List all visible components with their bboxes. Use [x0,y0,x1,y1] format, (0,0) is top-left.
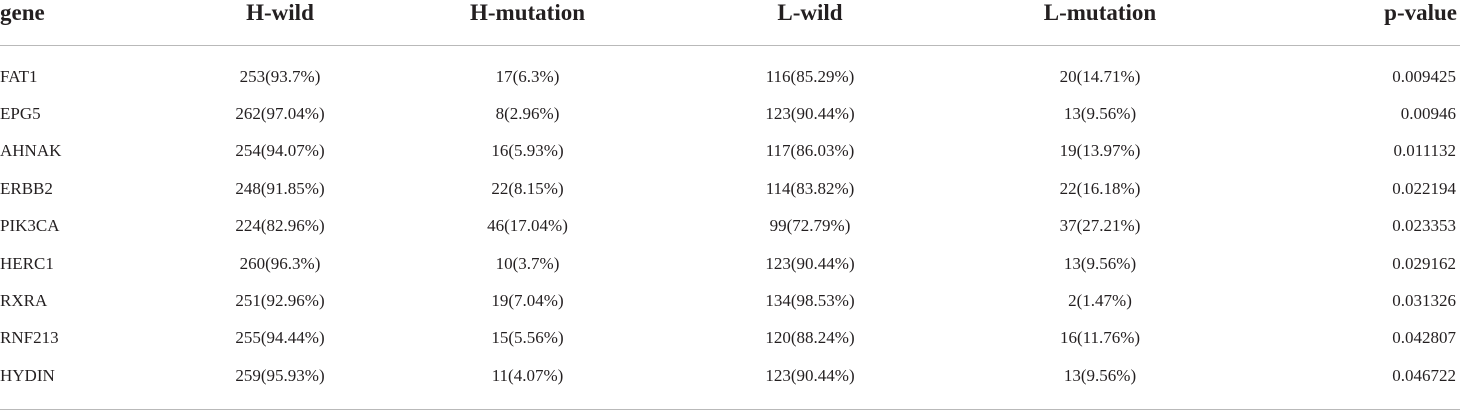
table-row: ERBB2 248(91.85%) 22(8.15%) 114(83.82%) … [0,170,1460,207]
cell-l-wild: 99(72.79%) [769,216,851,236]
cell-h-mutation: 22(8.15%) [491,178,564,198]
cell-gene: HYDIN [0,365,55,385]
table-row: HYDIN 259(95.93%) 11(4.07%) 123(90.44%) … [0,357,1460,394]
cell-l-wild: 134(98.53%) [765,291,855,311]
table-row: PIK3CA 224(82.96%) 46(17.04%) 99(72.79%)… [0,208,1460,245]
cell-gene: RNF213 [0,328,59,348]
cell-l-wild: 114(83.82%) [765,178,855,198]
cell-p-value: 0.029162 [1392,253,1456,273]
table-body: FAT1 253(93.7%) 17(6.3%) 116(85.29%) 20(… [0,46,1460,395]
cell-h-wild: 248(91.85%) [235,178,325,198]
cell-h-mutation: 8(2.96%) [495,104,560,124]
cell-l-mutation: 13(9.56%) [1063,253,1137,273]
cell-h-mutation: 16(5.93%) [491,141,564,161]
cell-h-wild: 251(92.96%) [235,291,325,311]
column-header-h-wild: H-wild [175,0,385,46]
cell-gene: EPG5 [0,104,41,124]
header-row: gene H-wild H-mutation L-wild L-mutation… [0,0,1460,46]
table-row: RNF213 255(94.44%) 15(5.56%) 120(88.24%)… [0,320,1460,357]
cell-p-value: 0.00946 [1400,104,1456,124]
cell-h-wild: 253(93.7%) [239,66,321,86]
cell-l-mutation: 2(1.47%) [1068,291,1132,311]
cell-h-mutation: 10(3.7%) [495,253,560,273]
column-header-p-value: p-value [1250,0,1460,46]
table-row: AHNAK 254(94.07%) 16(5.93%) 117(86.03%) … [0,133,1460,170]
table-bottom-rule [0,409,1460,410]
cell-h-mutation: 17(6.3%) [495,66,560,86]
cell-gene: ERBB2 [0,178,53,198]
cell-p-value: 0.009425 [1392,66,1456,86]
cell-h-mutation: 11(4.07%) [491,365,564,385]
cell-l-mutation: 20(14.71%) [1059,66,1141,86]
table-header: gene H-wild H-mutation L-wild L-mutation… [0,0,1460,46]
cell-gene: RXRA [0,291,48,311]
cell-l-mutation: 16(11.76%) [1059,328,1141,348]
table-row: RXRA 251(92.96%) 19(7.04%) 134(98.53%) 2… [0,282,1460,319]
cell-h-mutation: 19(7.04%) [491,291,564,311]
column-header-l-mutation: L-mutation [950,0,1250,46]
cell-l-mutation: 13(9.56%) [1063,365,1137,385]
cell-l-wild: 116(85.29%) [765,66,855,86]
table-row: HERC1 260(96.3%) 10(3.7%) 123(90.44%) 13… [0,245,1460,282]
cell-p-value: 0.023353 [1392,216,1456,236]
cell-gene: AHNAK [0,141,62,161]
cell-h-mutation: 15(5.56%) [491,328,564,348]
cell-l-mutation: 13(9.56%) [1063,104,1137,124]
cell-l-wild: 123(90.44%) [765,253,855,273]
column-header-l-wild: L-wild [670,0,950,46]
cell-h-wild: 262(97.04%) [235,104,325,124]
cell-h-wild: 260(96.3%) [239,253,321,273]
cell-gene: HERC1 [0,253,54,273]
cell-h-wild: 254(94.07%) [235,141,325,161]
cell-l-wild: 123(90.44%) [765,104,855,124]
cell-p-value: 0.031326 [1392,291,1456,311]
cell-p-value: 0.022194 [1392,178,1456,198]
cell-h-wild: 224(82.96%) [235,216,325,236]
cell-h-wild: 259(95.93%) [235,365,325,385]
mutation-table: gene H-wild H-mutation L-wild L-mutation… [0,0,1460,395]
table-row: FAT1 253(93.7%) 17(6.3%) 116(85.29%) 20(… [0,46,1460,96]
cell-l-mutation: 19(13.97%) [1059,141,1141,161]
table-row: EPG5 262(97.04%) 8(2.96%) 123(90.44%) 13… [0,95,1460,132]
cell-p-value: 0.011132 [1393,141,1457,161]
cell-h-wild: 255(94.44%) [235,328,325,348]
cell-l-wild: 117(86.03%) [765,141,855,161]
cell-h-mutation: 46(17.04%) [487,216,568,236]
cell-gene: PIK3CA [0,216,60,236]
column-header-gene: gene [0,0,175,46]
cell-l-wild: 123(90.44%) [765,365,855,385]
cell-l-wild: 120(88.24%) [765,328,855,348]
cell-p-value: 0.046722 [1392,365,1456,385]
cell-l-mutation: 37(27.21%) [1059,216,1141,236]
cell-gene: FAT1 [0,66,38,86]
cell-p-value: 0.042807 [1392,328,1456,348]
cell-l-mutation: 22(16.18%) [1059,178,1141,198]
column-header-h-mutation: H-mutation [385,0,670,46]
